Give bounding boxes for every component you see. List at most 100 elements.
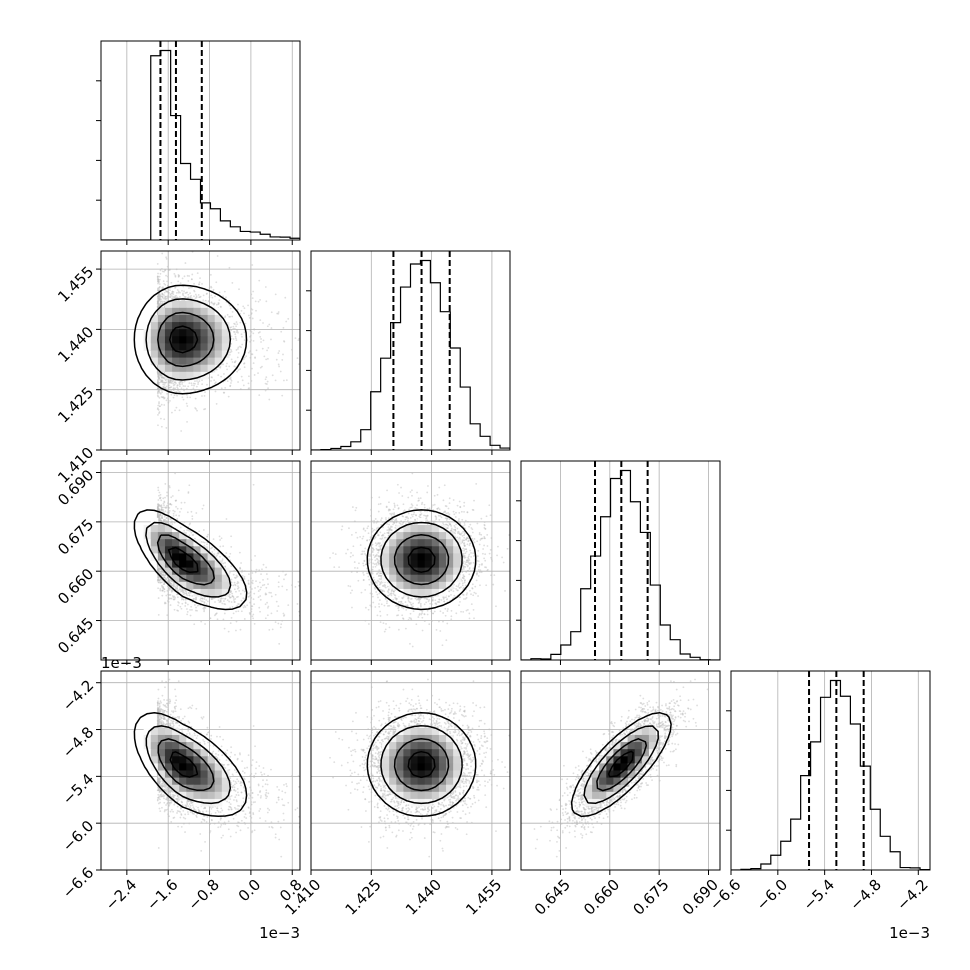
sample-point: [179, 291, 181, 294]
sample-point: [188, 523, 191, 526]
sample-point: [237, 346, 240, 349]
sample-point: [232, 327, 235, 330]
sample-point: [159, 272, 162, 275]
sample-point: [166, 494, 168, 497]
density-cell: [214, 343, 223, 351]
sample-point: [156, 263, 159, 265]
sample-point: [239, 368, 241, 370]
sample-point: [233, 599, 235, 601]
sample-point: [257, 585, 259, 588]
sample-point: [188, 287, 190, 290]
sample-point: [159, 295, 162, 298]
sample-point: [178, 409, 181, 412]
sample-point: [194, 293, 197, 296]
sample-point: [277, 311, 280, 313]
sample-point: [158, 412, 160, 415]
sample-point: [253, 374, 256, 376]
sample-point: [262, 322, 264, 324]
sample-point: [164, 510, 167, 513]
sample-point: [197, 383, 199, 386]
density-cell: [157, 307, 166, 316]
sample-point: [194, 380, 196, 383]
sample-point: [156, 382, 159, 384]
sample-point: [159, 285, 161, 288]
sample-point: [241, 570, 243, 573]
sample-point: [249, 350, 251, 353]
sample-point: [172, 293, 175, 296]
sample-point: [167, 506, 170, 509]
density-cell: [164, 350, 173, 359]
sample-point: [171, 411, 173, 414]
sample-point: [214, 295, 216, 298]
density-contour: [157, 311, 215, 368]
sample-point: [234, 323, 236, 326]
density-cell: [179, 350, 187, 359]
sample-point: [191, 515, 194, 518]
sample-point: [279, 370, 282, 373]
sample-point: [262, 339, 265, 342]
density-cell: [150, 322, 159, 330]
sample-point: [268, 398, 271, 401]
sample-point: [178, 381, 181, 384]
sample-point: [175, 499, 178, 502]
density-cell: [214, 322, 223, 330]
sample-point: [186, 396, 189, 399]
sample-point: [247, 583, 250, 586]
sample-point: [232, 584, 235, 587]
sample-point: [173, 297, 176, 299]
sample-point: [266, 349, 268, 352]
sample-point: [157, 287, 160, 290]
sample-point: [267, 346, 270, 349]
panel-frame-0-0: [100, 40, 301, 241]
sample-point: [280, 330, 283, 333]
sample-point: [241, 575, 244, 577]
sample-point: [162, 297, 165, 300]
sample-point: [168, 292, 171, 294]
sample-point: [266, 380, 269, 383]
density-cell: [186, 364, 194, 373]
sample-point: [294, 337, 297, 339]
sample-point: [175, 406, 178, 409]
sample-point: [249, 334, 252, 337]
sample-point: [189, 608, 191, 611]
density-cell: [207, 336, 216, 344]
sample-point: [159, 374, 161, 377]
sample-point: [189, 396, 192, 399]
density-cell: [164, 336, 173, 344]
density-cell: [207, 307, 216, 316]
sample-point: [180, 501, 183, 504]
sample-point: [215, 281, 218, 284]
sample-point: [163, 291, 166, 294]
sample-point: [230, 578, 233, 581]
sample-point: [186, 603, 189, 606]
sample-point: [160, 403, 163, 406]
sample-point: [167, 518, 170, 521]
density-cell: [200, 357, 209, 366]
sample-point: [259, 335, 262, 338]
sample-point: [248, 316, 251, 319]
sample-point: [202, 504, 205, 507]
sample-point: [231, 310, 234, 313]
sample-point: [191, 273, 194, 276]
density-cell: [207, 350, 216, 359]
sample-point: [232, 325, 235, 328]
sample-point: [226, 380, 229, 383]
sample-point: [169, 295, 172, 298]
density-cell: [207, 364, 216, 373]
sample-point: [158, 303, 160, 306]
sample-point: [229, 351, 232, 354]
sample-point: [238, 345, 241, 348]
sample-point: [255, 349, 258, 352]
sample-point: [199, 599, 202, 601]
sample-point: [247, 304, 249, 307]
sample-point: [240, 375, 243, 378]
sample-point: [226, 368, 228, 371]
density-cell: [179, 357, 187, 366]
sample-point: [254, 300, 257, 303]
sample-point: [157, 613, 160, 616]
sample-point: [291, 348, 293, 351]
sample-point: [265, 383, 268, 385]
sample-point: [199, 277, 201, 280]
sample-point: [190, 382, 193, 385]
sample-point: [167, 401, 170, 404]
